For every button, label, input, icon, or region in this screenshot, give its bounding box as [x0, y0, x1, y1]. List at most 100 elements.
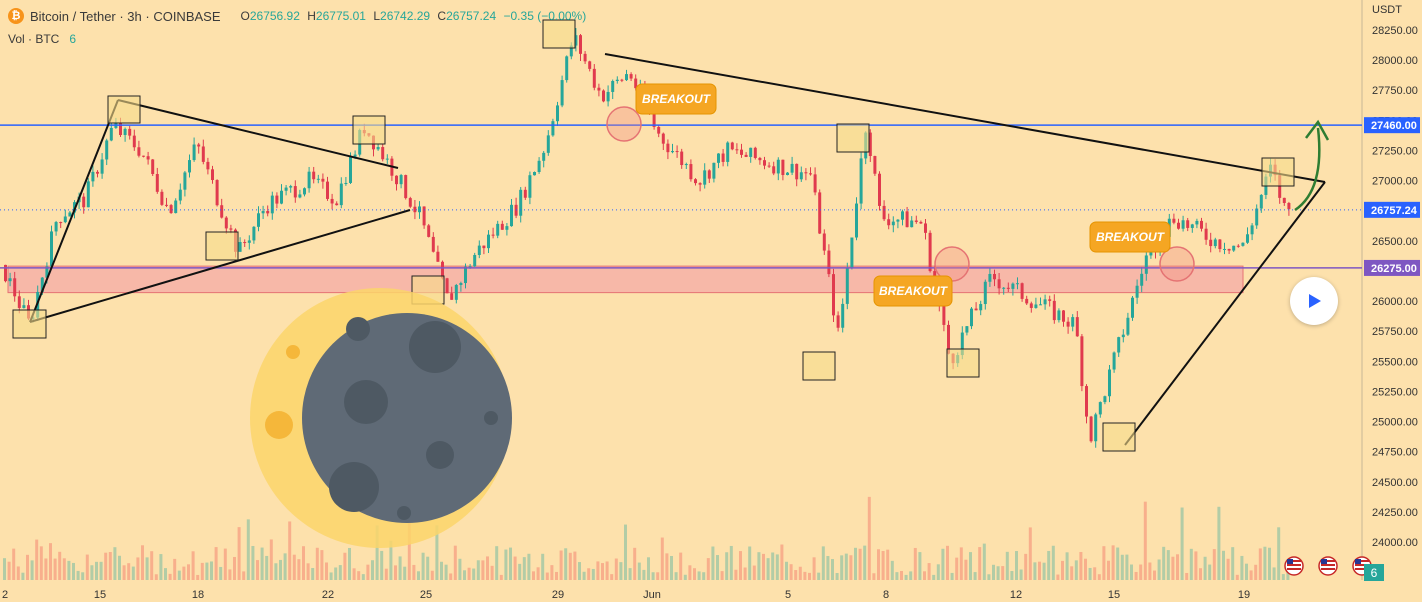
- candle-body: [280, 190, 283, 204]
- volume-bar: [808, 572, 811, 580]
- highlight-box[interactable]: [107, 95, 141, 124]
- candle-body: [970, 308, 973, 327]
- volume-bar: [1143, 501, 1147, 580]
- candle-body: [804, 172, 808, 174]
- play-button[interactable]: [1290, 277, 1338, 325]
- candle-body: [252, 226, 256, 241]
- x-tick-label: 2: [2, 589, 8, 601]
- volume-bar: [251, 545, 255, 580]
- volume-bar: [826, 556, 830, 580]
- candle-body: [726, 142, 730, 162]
- volume-bar: [95, 561, 98, 580]
- volume-bar: [674, 572, 678, 580]
- volume-bar: [693, 568, 696, 580]
- volume-bar: [417, 571, 420, 580]
- trend-line[interactable]: [29, 99, 119, 323]
- trend-line[interactable]: [1124, 181, 1326, 446]
- candle-body: [284, 187, 288, 191]
- highlight-box[interactable]: [12, 309, 47, 339]
- highlight-box[interactable]: [542, 19, 576, 49]
- candle-body: [45, 266, 49, 278]
- volume-bar: [26, 554, 29, 580]
- volume-bar: [1245, 563, 1248, 580]
- flag-stripe: [1287, 560, 1301, 562]
- volume-bar: [982, 543, 986, 580]
- moon-crater: [344, 380, 388, 424]
- price-label: 26275.00: [1371, 263, 1417, 275]
- volume-bar: [513, 556, 517, 580]
- volume-bar: [481, 560, 485, 580]
- volume-bar: [499, 574, 503, 580]
- candle-body: [1209, 239, 1213, 247]
- volume-bar: [725, 552, 729, 580]
- volume-bar: [518, 563, 522, 580]
- candle-body: [1034, 304, 1038, 308]
- y-tick-label: 24250.00: [1372, 507, 1418, 519]
- volume-bar: [550, 565, 554, 580]
- volume-bar: [288, 521, 292, 580]
- trend-line[interactable]: [117, 99, 399, 169]
- volume-bar: [1272, 567, 1276, 580]
- highlight-box[interactable]: [1102, 422, 1136, 452]
- candle-body: [1075, 317, 1079, 337]
- highlight-box[interactable]: [352, 115, 386, 145]
- candle-body: [229, 228, 233, 230]
- candle-body: [275, 195, 279, 204]
- volume-bar: [651, 572, 655, 580]
- volume-bar: [1047, 550, 1051, 580]
- breakout-label-box: [635, 83, 717, 115]
- volume-bar: [817, 572, 821, 580]
- support-zone: [7, 265, 1244, 294]
- highlight-box[interactable]: [836, 123, 870, 153]
- y-tick-label: 24000.00: [1372, 537, 1418, 549]
- volume-legend[interactable]: Vol · BTC 6: [8, 32, 76, 46]
- candle-body: [1052, 300, 1056, 321]
- candle-body: [919, 221, 923, 224]
- candle-body: [832, 274, 835, 316]
- candle-body: [1181, 220, 1185, 229]
- candle-body: [473, 254, 477, 267]
- highlight-box[interactable]: [802, 351, 836, 381]
- symbol-title[interactable]: Bitcoin / Tether · 3h · COINBASE: [30, 8, 221, 24]
- candle-body: [556, 105, 559, 122]
- x-tick-label: 22: [322, 589, 334, 601]
- highlight-box[interactable]: [1261, 157, 1295, 187]
- trend-line[interactable]: [29, 209, 411, 323]
- volume-bar: [1208, 564, 1212, 580]
- y-tick-label: 26000.00: [1372, 296, 1418, 308]
- candle-body: [408, 198, 412, 207]
- candle-body: [1016, 283, 1019, 285]
- volume-bar: [407, 517, 411, 580]
- volume-bar: [633, 547, 637, 580]
- volume-bar: [200, 562, 204, 580]
- volume-bar: [775, 554, 779, 580]
- trend-line[interactable]: [604, 53, 1326, 183]
- volume-bar: [1125, 554, 1129, 580]
- volume-bar: [1102, 546, 1106, 580]
- candle-body: [50, 231, 53, 267]
- candle-body: [583, 53, 587, 62]
- volume-bar: [987, 574, 991, 580]
- volume-bar: [1061, 560, 1064, 580]
- volume-label: Vol · BTC: [8, 32, 60, 46]
- flag-stripe: [1321, 564, 1335, 566]
- highlight-box[interactable]: [205, 231, 239, 261]
- candle-body: [758, 157, 762, 161]
- highlight-box[interactable]: [946, 348, 980, 378]
- candle-body: [841, 303, 845, 328]
- candle-body: [335, 203, 339, 206]
- price-axis[interactable]: [1362, 0, 1422, 602]
- candle-body: [1227, 248, 1231, 251]
- candle-body: [1177, 222, 1180, 229]
- candle-body: [597, 87, 601, 91]
- price-label-box: [1364, 259, 1420, 276]
- candle-body: [257, 213, 260, 227]
- volume-bar: [182, 566, 186, 580]
- candle-body: [464, 266, 467, 284]
- candle-body: [680, 151, 684, 166]
- volume-bar: [325, 562, 328, 580]
- volume-bar: [1042, 562, 1046, 580]
- volume-bar: [628, 568, 632, 580]
- candle-body: [1108, 369, 1111, 397]
